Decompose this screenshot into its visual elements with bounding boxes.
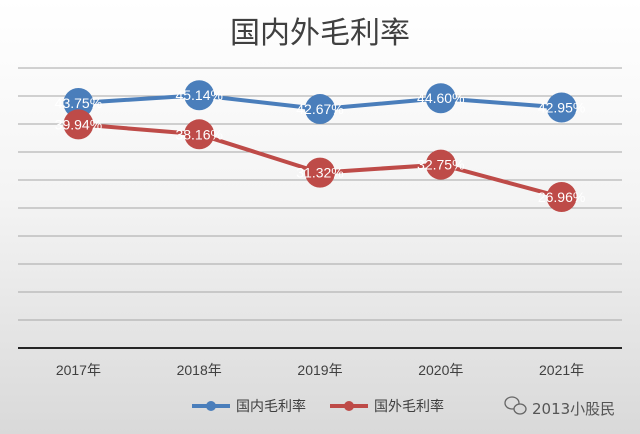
legend-marker-2 <box>344 401 354 411</box>
data-point <box>63 109 94 140</box>
data-label: 39.94% <box>55 116 102 132</box>
legend-label-2: 国外毛利率 <box>374 398 444 415</box>
data-point <box>184 80 215 111</box>
data-label: 26.96% <box>538 189 585 205</box>
wechat-icon <box>504 396 527 415</box>
data-label: 32.75% <box>417 157 464 173</box>
data-label: 42.95% <box>538 99 585 115</box>
data-point <box>425 149 456 180</box>
legend-label-1: 国内毛利率 <box>236 398 306 415</box>
watermark-text: 2013小股民 <box>532 400 615 418</box>
data-label: 45.14% <box>175 87 222 103</box>
chart-title: 国内外毛利率 <box>230 16 410 51</box>
x-tick-label: 2019年 <box>297 362 342 378</box>
series-group <box>63 80 577 213</box>
data-label: 38.16% <box>175 126 222 142</box>
data-point <box>305 157 335 188</box>
x-tick-label: 2021年 <box>539 362 584 378</box>
data-label: 42.67% <box>296 101 343 117</box>
data-point <box>425 83 456 114</box>
data-point <box>546 92 577 123</box>
legend: 国内毛利率 国外毛利率 <box>192 398 444 415</box>
x-tick-label: 2017年 <box>56 362 101 378</box>
x-tick-label: 2020年 <box>418 362 463 378</box>
x-tick-label: 2018年 <box>177 362 222 378</box>
data-label: 44.60% <box>417 90 464 106</box>
watermark: 2013小股民 <box>504 396 615 418</box>
data-label: 43.75% <box>55 95 102 111</box>
data-point <box>184 119 215 150</box>
data-label: 31.32% <box>296 165 343 181</box>
data-point <box>63 88 94 118</box>
data-point <box>305 94 335 125</box>
legend-marker-1 <box>206 401 216 411</box>
data-labels: 43.75% 45.14% 42.67% 44.60% 42.95% 39.94% 38.1… <box>55 87 586 205</box>
x-axis: 2017年 2018年 2019年 2020年 2021年 <box>18 347 622 378</box>
data-point <box>546 182 577 213</box>
